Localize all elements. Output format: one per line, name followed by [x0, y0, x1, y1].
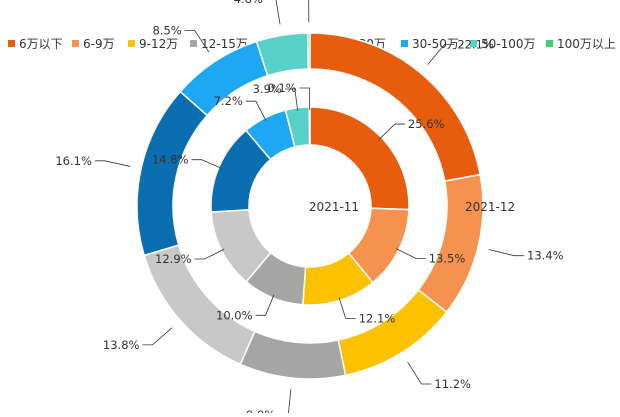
inner-data-label-8: 0.1% [267, 81, 296, 95]
outer-slice-8 [307, 32, 311, 70]
inner-data-label-4: 12.9% [155, 252, 192, 266]
outer-slice-5 [136, 90, 209, 257]
legend-swatch-7 [470, 40, 477, 47]
outer-leader-line-4 [142, 327, 173, 346]
outer-leader-line-7 [275, 0, 281, 25]
legend-swatch-8 [546, 40, 553, 47]
outer-data-label-8: 0.2% [266, 0, 295, 3]
data-labels: 25.6%13.5%12.1%10.0%12.9%14.8%7.2%3.9%0.… [55, 0, 564, 417]
outer-leader-line-1 [488, 249, 525, 257]
inner-data-label-5: 14.8% [152, 153, 189, 167]
inner-leader-line-0 [378, 123, 405, 140]
outer-data-label-7: 4.8% [234, 0, 263, 6]
outer-leader-line-8 [308, 0, 310, 23]
inner-leader-line-7 [284, 88, 299, 111]
legend-swatch-0 [8, 40, 15, 47]
inner-data-label-7: 3.9% [253, 82, 282, 96]
inner-leader-line-2 [338, 297, 356, 319]
legend-label-1: 6-9万 [83, 37, 115, 51]
legend-label-8: 100万以上 [557, 37, 616, 51]
outer-leader-line-5 [94, 160, 131, 167]
outer-data-label-3: 9.9% [246, 408, 275, 413]
inner-ring-2021-11 [210, 106, 410, 306]
outer-data-label-4: 13.8% [103, 338, 140, 352]
legend-swatch-3 [190, 40, 197, 47]
legend-swatch-2 [128, 40, 135, 47]
inner-leader-line-1 [395, 248, 426, 259]
outer-leader-line-3 [278, 388, 292, 416]
legend-label-2: 9-12万 [139, 37, 178, 51]
inner-leader-line-4 [194, 248, 225, 260]
outer-leader-line-2 [407, 361, 432, 385]
center-series-label: 2021-11 [309, 200, 359, 214]
outer-data-label-6: 8.5% [152, 23, 181, 37]
outer-data-label-1: 13.4% [527, 249, 564, 263]
inner-data-label-0: 25.6% [408, 117, 445, 131]
legend-swatch-1 [72, 40, 79, 47]
outer-leader-line-0 [427, 44, 455, 65]
outer-slice-3 [239, 330, 347, 380]
inner-slice-0 [309, 106, 410, 211]
outer-slice-2 [337, 288, 448, 377]
inner-slice-8 [308, 106, 311, 146]
inner-data-label-6: 7.2% [214, 94, 243, 108]
inner-leader-line-8 [299, 87, 311, 111]
outer-leader-line-6 [184, 30, 210, 53]
inner-data-label-3: 10.0% [216, 308, 253, 322]
legend-label-6: 30-50万 [412, 37, 459, 51]
inner-leader-line-5 [191, 159, 222, 169]
inner-leader-line-3 [255, 294, 275, 316]
outer-series-label: 2021-12 [465, 200, 515, 214]
legend: 6万以下6-9万9-12万12-15万15-20万20-30万30-50万50-… [8, 37, 616, 51]
inner-leader-line-6 [245, 100, 267, 121]
outer-data-label-0: 22.1% [457, 38, 494, 52]
outer-data-label-2: 11.2% [434, 377, 471, 391]
legend-label-7: 50-100万 [481, 37, 536, 51]
inner-data-label-1: 13.5% [429, 251, 466, 265]
legend-label-3: 12-15万 [201, 37, 248, 51]
outer-data-label-5: 16.1% [55, 154, 92, 168]
inner-data-label-2: 12.1% [359, 311, 396, 325]
legend-swatch-6 [401, 40, 408, 47]
outer-ring-2021-12 [136, 32, 484, 380]
outer-slice-1 [417, 173, 484, 314]
legend-label-0: 6万以下 [19, 37, 63, 51]
